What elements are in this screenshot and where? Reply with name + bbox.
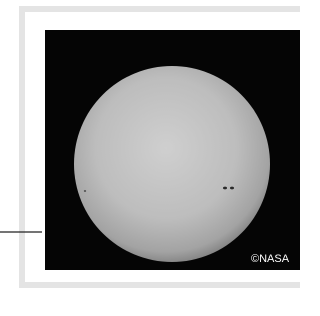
page: ©NASA (() => { const data = JSON.parse(d… [0,0,300,316]
figure: ©NASA [0,0,300,316]
sunspot [84,190,86,192]
image: ©NASA [45,30,300,270]
image-credit: ©NASA [251,253,290,265]
sunspot [223,187,227,190]
sun [74,66,270,262]
sunspot [230,187,234,190]
